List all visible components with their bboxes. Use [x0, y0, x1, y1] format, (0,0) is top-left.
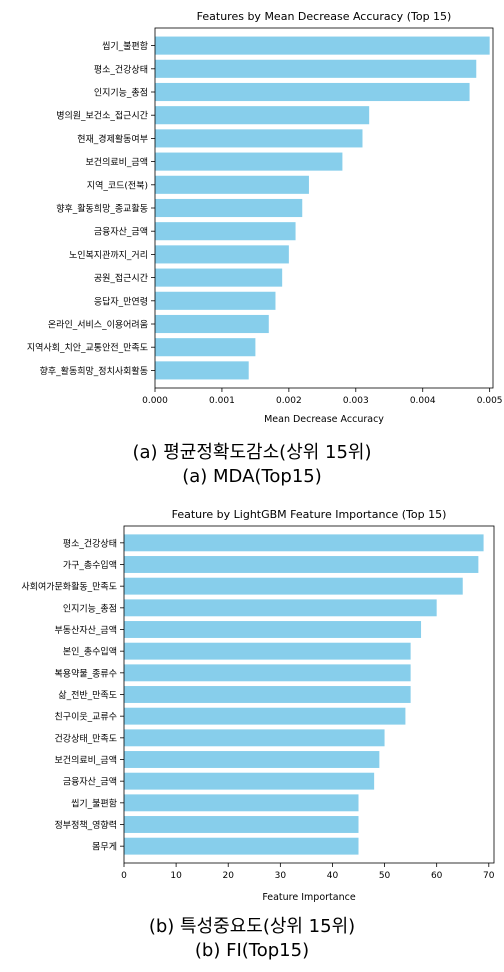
chart-a-xlabel: Mean Decrease Accuracy: [264, 414, 384, 425]
chart-b-xlabel: Feature Importance: [262, 892, 356, 903]
chart-b-category-label: 씹기_불편함: [71, 797, 117, 809]
chart-a-category-label: 병의원_보건소_접근시간: [56, 110, 148, 122]
chart-b-category-label: 가구_총수입액: [63, 559, 117, 571]
chart-b-bar: [124, 577, 463, 595]
chart-a-bar: [155, 222, 296, 241]
chart-b-bar: [124, 751, 380, 768]
chart-b-title: Feature by LightGBM Feature Importance (…: [172, 508, 447, 521]
chart-b-bar: [124, 642, 411, 660]
chart-b-bar: [124, 837, 359, 855]
chart-b-bar: [124, 556, 479, 573]
chart-a-bar: [155, 36, 490, 55]
chart-a-bar: [155, 268, 283, 287]
chart-b-bar: [124, 816, 359, 833]
chart-b-xtick-label: 70: [483, 871, 495, 881]
chart-a-xtick-label: 0.000: [142, 396, 168, 406]
chart-a-category-label: 금융자산_금액: [94, 226, 148, 238]
chart-b-category-label: 정부정책_영향력: [55, 819, 117, 831]
chart-b-xtick-label: 60: [431, 871, 443, 881]
chart-b-plot-frame: [123, 525, 495, 864]
chart-b-xtick-label: 10: [170, 871, 182, 881]
caption-a-english: (a) MDA(Top15): [182, 466, 322, 487]
chart-a-bar: [155, 361, 249, 380]
chart-b-category-label: 복용약물_종류수: [55, 667, 117, 679]
chart-b-bar: [124, 621, 422, 638]
chart-b-xtick-label: 50: [379, 871, 391, 881]
chart-a-category-label: 지역사회_치안_교통안전_만족도: [27, 342, 148, 354]
chart-b-bar: [124, 599, 437, 617]
chart-b-category-label: 평소_건강상태: [63, 538, 117, 549]
chart-a-category-label: 현재_경제활동여부: [77, 133, 148, 145]
chart-b-category-label: 사회여가문화활동_만족도: [21, 581, 117, 593]
chart-b-category-label: 삶_전반_만족도: [58, 690, 117, 701]
chart-b-category-label: 보건의료비_금액: [55, 754, 117, 766]
chart-b: Feature by LightGBM Feature Importance (…: [21, 508, 495, 903]
chart-a-bar: [155, 59, 477, 78]
chart-a-category-label: 응답자_만연령: [94, 295, 148, 307]
chart-a-bar: [155, 175, 309, 194]
chart-b-xtick-label: 20: [222, 871, 234, 881]
caption-b-english: (b) FI(Top15): [194, 940, 310, 961]
chart-b-bar: [124, 664, 411, 682]
chart-b-category-label: 건강상태_만족도: [55, 733, 117, 744]
chart-a-category-label: 향후_활동희망_정치사회활동: [40, 365, 148, 377]
chart-a-bar: [155, 106, 370, 125]
chart-b-bar: [124, 686, 411, 703]
chart-b-bar: [124, 707, 406, 725]
chart-b-category-label: 부동산자산_금액: [55, 624, 117, 636]
chart-b-bar: [124, 794, 359, 812]
chart-b-bar: [124, 729, 385, 747]
chart-a-bar: [155, 129, 363, 148]
caption-b-korean: (b) 특성중요도(상위 15위): [148, 916, 356, 937]
chart-a-title: Features by Mean Decrease Accuracy (Top …: [197, 10, 452, 23]
chart-a-category-label: 지역_코드(전북): [87, 180, 148, 191]
chart-b-bar: [124, 772, 375, 790]
chart-a-category-label: 보건의료비_금액: [86, 156, 148, 168]
chart-b-xtick-label: 40: [327, 871, 339, 881]
chart-a-bar: [155, 82, 470, 102]
chart-a-xtick-label: 0.003: [343, 396, 369, 406]
chart-a-category-label: 씹기_불편함: [102, 40, 148, 52]
chart-a-bar: [155, 245, 289, 264]
chart-a-category-label: 인지기능_총점: [94, 87, 148, 99]
chart-b-category-label: 본인_총수입액: [63, 646, 117, 658]
caption-a-korean: (a) 평균정확도감소(상위 15위): [132, 442, 372, 463]
chart-b-xtick-label: 30: [275, 871, 287, 881]
chart-a-bar: [155, 152, 343, 171]
chart-a-category-label: 공원_접근시간: [94, 272, 148, 284]
chart-b-container: Feature by LightGBM Feature Importance (…: [0, 500, 504, 912]
chart-a-plot-frame: [154, 27, 494, 389]
chart-a-bar: [155, 291, 276, 310]
chart-a-container: Features by Mean Decrease Accuracy (Top …: [0, 0, 504, 434]
chart-a-xtick-label: 0.004: [410, 396, 436, 406]
chart-b-category-label: 친구이웃_교류수: [55, 712, 117, 723]
chart-b-category-label: 몸무게: [92, 842, 117, 853]
chart-a-bar: [155, 314, 269, 334]
chart-a-bar: [155, 338, 256, 357]
chart-a-category-label: 노인복지관까지_거리: [69, 250, 148, 261]
chart-a-category-label: 평소_건강상태: [94, 64, 148, 75]
chart-b-category-label: 인지기능_총점: [63, 602, 117, 614]
chart-b-xtick-label: 0: [121, 871, 127, 881]
chart-a: Features by Mean Decrease Accuracy (Top …: [27, 10, 503, 425]
chart-b-bar: [124, 534, 484, 552]
chart-a-xtick-label: 0.001: [209, 396, 235, 406]
chart-b-category-label: 금융자산_금액: [63, 776, 117, 788]
chart-a-bar: [155, 198, 303, 218]
chart-a-category-label: 향후_활동희망_종교활동: [56, 203, 148, 215]
chart-a-xtick-label: 0.005: [477, 396, 503, 406]
chart-a-xtick-label: 0.002: [276, 396, 302, 406]
chart-a-category-label: 온라인_서비스_이용어려움: [48, 320, 148, 331]
